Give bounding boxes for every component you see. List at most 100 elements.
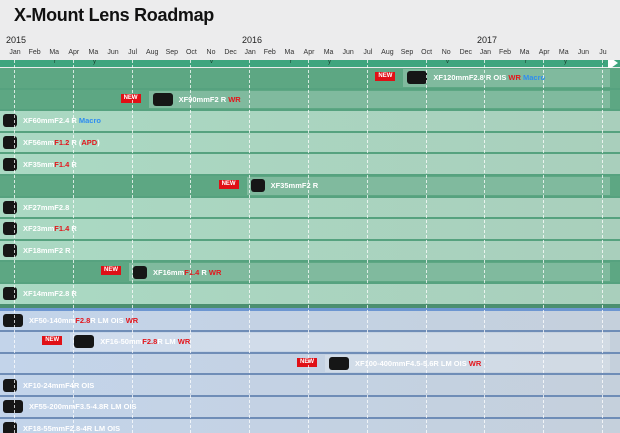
new-badge: NEW xyxy=(297,358,317,367)
lens-name-part: F1.4 xyxy=(54,224,69,233)
quarter-marker: y xyxy=(328,60,331,65)
lens-item[interactable]: XF60mmF2.4 R Macro xyxy=(3,111,101,131)
lens-item[interactable]: XF56mmF1.2 R (APD) xyxy=(3,133,100,153)
month-label: Jun xyxy=(574,49,592,56)
quarter-gridline xyxy=(543,60,544,433)
month-label: Jan xyxy=(476,49,494,56)
lens-name-part: R xyxy=(199,268,209,277)
roadmap-chart: ryvryvry: NEWXF120mmF2.8 R OIS WR MacroN… xyxy=(0,60,620,433)
lens-name-part: WR xyxy=(469,359,482,368)
month-label: Apr xyxy=(300,49,318,56)
lens-name-part: F1.2 xyxy=(54,138,69,147)
lens-name-part: WR xyxy=(209,268,222,277)
lens-name: XF50-140mmF2.8R LM OIS WR xyxy=(29,316,138,325)
lens-name-part: ) xyxy=(97,138,100,147)
month-label: Apr xyxy=(535,49,553,56)
lens-item[interactable]: XF100-400mmF4.5-5.6R LM OIS WR xyxy=(329,354,481,374)
lens-name-part: Macro xyxy=(521,73,545,82)
month-label: Ma xyxy=(516,49,534,56)
lens-name: XF35mmF1.4 R xyxy=(23,160,77,169)
lens-name-part: XF10-24mmF4R OIS xyxy=(23,381,94,390)
lens-name: XF23mmF1.4 R xyxy=(23,224,77,233)
lens-name-part: XF35mm xyxy=(23,160,54,169)
lens-item[interactable]: XF16mmF1.4 R WR xyxy=(133,262,221,282)
lens-name-part: XF60mmF2.4 R xyxy=(23,116,79,125)
quarter-gridline xyxy=(367,60,368,433)
lens-name-part: XF18-55mmF2.8-4R LM OIS xyxy=(23,424,120,433)
roadmap-row: XF27mmF2.8 xyxy=(0,198,620,220)
lens-icon xyxy=(3,314,23,327)
lens-item[interactable]: XF27mmF2.8 xyxy=(3,198,69,218)
quarter-gridline xyxy=(308,60,309,433)
lens-icon xyxy=(133,266,147,279)
month-label: Feb xyxy=(26,49,44,56)
timeline-header-band: ryvryvry: xyxy=(0,60,620,67)
lens-name-part: F2.8 xyxy=(142,337,157,346)
lens-name-part: XF27mmF2.8 xyxy=(23,203,69,212)
lens-name-part: WR xyxy=(508,73,521,82)
lens-icon xyxy=(407,71,427,84)
quarter-gridline xyxy=(249,60,250,433)
roadmap-row: XF56mmF1.2 R (APD) xyxy=(0,133,620,155)
quarter-gridline xyxy=(73,60,74,433)
lens-name-part: XF90mmF2 R xyxy=(179,95,229,104)
lens-item[interactable]: XF120mmF2.8 R OIS WR Macro xyxy=(407,68,545,88)
lens-item[interactable]: XF50-140mmF2.8R LM OIS WR xyxy=(3,311,138,331)
roadmap-row: XF60mmF2.4 R Macro xyxy=(0,111,620,133)
month-label: Aug xyxy=(143,49,161,56)
lens-name: XF56mmF1.2 R (APD) xyxy=(23,138,100,147)
quarter-marker: r xyxy=(525,60,527,65)
lens-name: XF100-400mmF4.5-5.6R LM OIS WR xyxy=(355,359,481,368)
roadmap-row: XF35mmF1.4 R xyxy=(0,154,620,176)
month-label: Jun xyxy=(104,49,122,56)
lens-name-part: APD xyxy=(81,138,97,147)
roadmap-row: NEWXF16-50mmF2.8R LM WR xyxy=(0,332,620,354)
roadmap-row: XF14mmF2.8 R xyxy=(0,284,620,306)
lens-icon xyxy=(74,335,94,348)
lens-name: XF10-24mmF4R OIS xyxy=(23,381,94,390)
quarter-marker: y xyxy=(93,60,96,65)
month-label: Ma xyxy=(84,49,102,56)
quarter-gridline xyxy=(602,60,603,433)
lens-name-part: XF16-50mm xyxy=(100,337,142,346)
quarter-gridline xyxy=(190,60,191,433)
lens-name: XF120mmF2.8 R OIS WR Macro xyxy=(433,73,545,82)
new-badge: NEW xyxy=(375,72,395,81)
month-label: Ju xyxy=(594,49,612,56)
month-label: Feb xyxy=(261,49,279,56)
lens-name-part: F1.4 xyxy=(54,160,69,169)
lens-name-part: R LM xyxy=(157,337,177,346)
lens-item[interactable]: XF18-55mmF2.8-4R LM OIS xyxy=(3,419,120,433)
lens-name: XF14mmF2.8 R xyxy=(23,289,77,298)
lens-item[interactable]: XF10-24mmF4R OIS xyxy=(3,375,94,395)
roadmap-row: NEW XF100-400mmF4.5-5.6R LM OIS WR xyxy=(0,354,620,376)
lens-item[interactable]: XF90mmF2 R WR xyxy=(153,90,241,110)
month-label: Sep xyxy=(163,49,181,56)
month-label: Jun xyxy=(339,49,357,56)
lens-name: XF27mmF2.8 xyxy=(23,203,69,212)
lens-name: XF60mmF2.4 R Macro xyxy=(23,116,101,125)
year-label: 2016 xyxy=(242,35,262,45)
roadmap-row: XF18mmF2 R xyxy=(0,241,620,263)
lens-name-part: XF56mm xyxy=(23,138,54,147)
lens-name-part: XF14mmF2.8 R xyxy=(23,289,77,298)
lens-name: XF55-200mmF3.5-4.8R LM OIS xyxy=(29,402,137,411)
new-badge: NEW xyxy=(101,266,121,275)
quarter-marker: : xyxy=(603,60,605,65)
lens-name-part: XF18mmF2 R xyxy=(23,246,71,255)
quarter-marker: v xyxy=(446,60,449,65)
quarter-marker: y xyxy=(564,60,567,65)
month-label: Oct xyxy=(418,49,436,56)
month-label: Aug xyxy=(378,49,396,56)
lens-name-part: Macro xyxy=(79,116,101,125)
quarter-gridline xyxy=(132,60,133,433)
lens-name-part: XF55-200mmF3.5-4.8R LM OIS xyxy=(29,402,137,411)
lens-name: XF18-55mmF2.8-4R LM OIS xyxy=(23,424,120,433)
month-label: Apr xyxy=(65,49,83,56)
quarter-gridline xyxy=(426,60,427,433)
lens-name-part: XF120mmF2.8 R OIS xyxy=(433,73,508,82)
lens-item[interactable]: XF55-200mmF3.5-4.8R LM OIS xyxy=(3,397,137,417)
roadmap-row: NEW XF120mmF2.8 R OIS WR Macro xyxy=(0,68,620,90)
quarter-marker: r xyxy=(290,60,292,65)
lens-name-part: F2.8 xyxy=(75,316,90,325)
